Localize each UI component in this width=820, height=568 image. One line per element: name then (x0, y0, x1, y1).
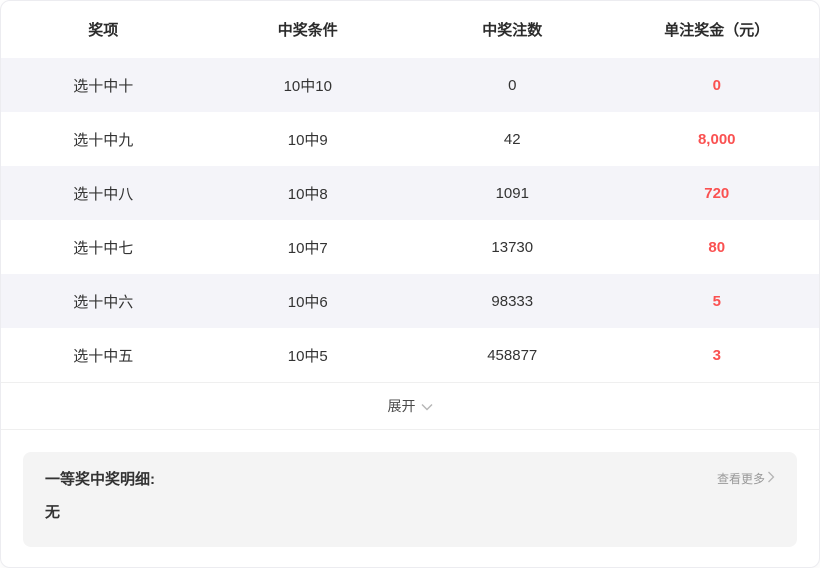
condition-cell: 10中9 (287, 131, 328, 149)
amount-cell: 8,000 (697, 130, 736, 148)
prize-cell: 选十中七 (73, 239, 134, 257)
condition-cell: 10中7 (287, 239, 328, 257)
table-row: 选十中十 10中10 0 0 (1, 58, 819, 112)
condition-cell: 10中5 (287, 347, 328, 365)
count-cell: 42 (503, 130, 521, 148)
amount-cell: 0 (712, 76, 721, 94)
table-row: 选十中七 10中7 13730 80 (1, 220, 819, 274)
amount-cell: 3 (712, 346, 721, 364)
detail-value: 无 (45, 504, 61, 521)
detail-title: 一等奖中奖明细: (45, 471, 155, 488)
view-more-label: 查看更多 (716, 472, 765, 486)
expand-label: 展开 (387, 398, 416, 414)
column-header-count: 中奖注数 (482, 22, 543, 39)
condition-cell: 10中6 (287, 293, 328, 311)
amount-cell: 720 (704, 184, 730, 202)
amount-cell: 5 (712, 292, 721, 310)
table-row: 选十中五 10中5 458877 3 (1, 328, 819, 382)
count-cell: 13730 (491, 238, 534, 256)
prize-cell: 选十中六 (73, 293, 134, 311)
prize-cell: 选十中五 (73, 347, 134, 365)
amount-cell: 80 (708, 238, 726, 256)
prize-cell: 选十中九 (73, 131, 134, 149)
chevron-down-icon (421, 398, 433, 414)
first-prize-detail-panel: 一等奖中奖明细: 查看更多 无 (23, 452, 797, 547)
view-more-link[interactable]: 查看更多 (717, 470, 775, 487)
prize-cell: 选十中十 (73, 77, 134, 95)
table-header-row: 奖项 中奖条件 中奖注数 单注奖金（元） (1, 1, 819, 58)
condition-cell: 10中10 (283, 77, 332, 95)
prize-cell: 选十中八 (73, 185, 134, 203)
count-cell: 1091 (495, 184, 529, 202)
count-cell: 98333 (491, 292, 534, 310)
count-cell: 458877 (487, 346, 538, 364)
detail-section: 一等奖中奖明细: 查看更多 无 (1, 430, 819, 567)
column-header-amount: 单注奖金（元） (664, 22, 770, 39)
expand-button[interactable]: 展开 (1, 382, 819, 430)
table-row: 选十中六 10中6 98333 5 (1, 274, 819, 328)
chevron-right-icon (767, 471, 775, 486)
table-row: 选十中九 10中9 42 8,000 (1, 112, 819, 166)
column-header-prize: 奖项 (88, 22, 119, 39)
table-row: 选十中八 10中8 1091 720 (1, 166, 819, 220)
column-header-condition: 中奖条件 (277, 22, 338, 39)
condition-cell: 10中8 (287, 185, 328, 203)
count-cell: 0 (508, 76, 517, 94)
